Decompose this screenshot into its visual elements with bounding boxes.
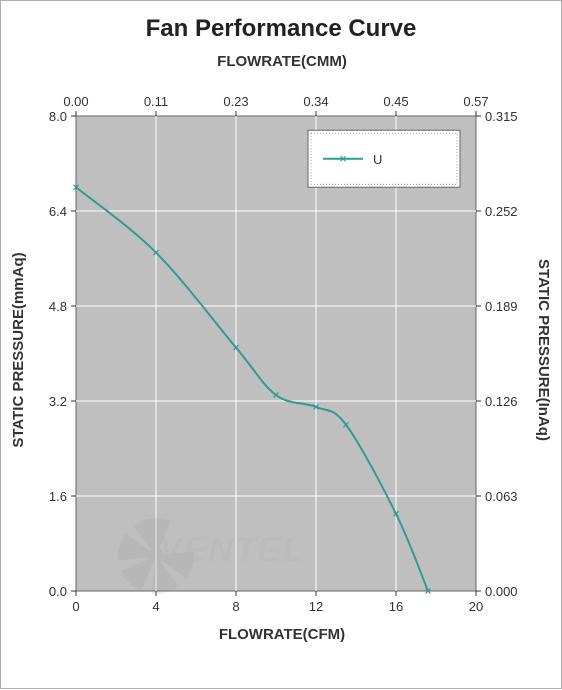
y-right-tick-label: 0.000 [485,584,518,599]
y-left-tick-label: 3.2 [49,394,67,409]
y-left-tick-label: 8.0 [49,109,67,124]
x-top-tick-label: 0.45 [383,94,408,109]
x-top-tick-label: 0.11 [144,94,168,109]
fan-performance-chart: Fan Performance Curve FLOWRATE(CMM) FLOW… [0,0,562,689]
x-bottom-tick-label: 0 [72,599,79,614]
y-right-tick-label: 0.126 [485,394,518,409]
x-top-tick-label: 0.34 [303,94,328,109]
y-right-tick-label: 0.315 [485,109,518,124]
y-left-tick-label: 6.4 [49,204,67,219]
y-right-tick-label: 0.063 [485,489,518,504]
x-top-tick-label: 0.00 [63,94,88,109]
x-bottom-tick-label: 16 [389,599,403,614]
y-left-tick-label: 0.0 [49,584,67,599]
legend-label: U [373,152,382,167]
x-top-tick-label: 0.23 [223,94,248,109]
x-top-tick-label: 0.57 [463,94,488,109]
plot-svg: 0 4 8 12 16 20 0.00 0.11 0.23 0.34 0.45 0.57 0.0 1.6 3… [1,1,562,690]
x-bottom-tick-label: 8 [232,599,239,614]
y-right-tick-label: 0.189 [485,299,518,314]
x-bottom-tick-label: 4 [152,599,159,614]
x-bottom-tick-label: 20 [469,599,483,614]
y-right-tick-label: 0.252 [485,204,518,219]
y-left-tick-label: 4.8 [49,299,67,314]
x-bottom-tick-label: 12 [309,599,323,614]
y-left-tick-label: 1.6 [49,489,67,504]
